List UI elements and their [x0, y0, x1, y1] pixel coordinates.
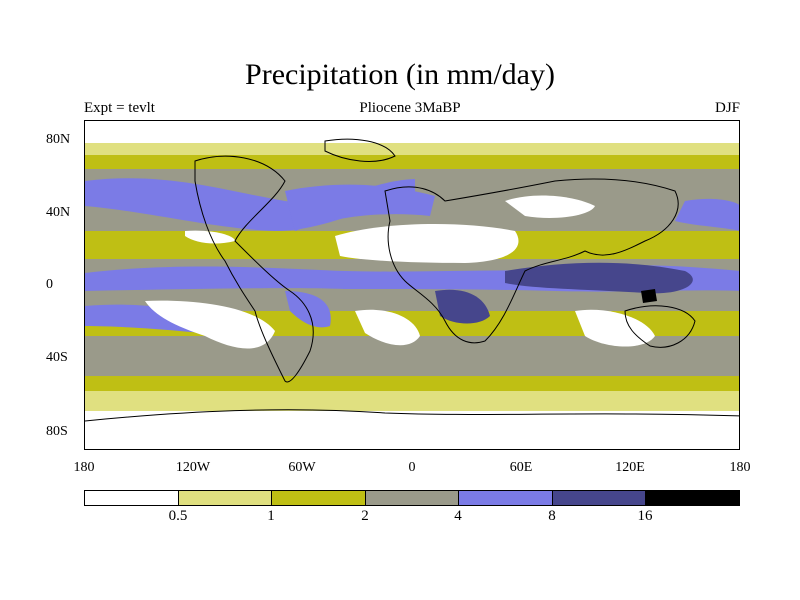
x-tick-60e: 60E: [509, 460, 533, 475]
map-title: Precipitation (in mm/day): [245, 58, 555, 91]
sahara-dry: [335, 224, 519, 263]
map-canvas: [85, 121, 739, 449]
colorbar-label-1: 1: [267, 508, 275, 524]
colorbar-label-0-5: 0.5: [168, 508, 188, 524]
x-tick-120e: 120E: [615, 460, 645, 475]
precipitation-map: [84, 120, 740, 450]
arctic-band-light: [85, 143, 739, 155]
y-tick-0: 0: [46, 277, 53, 292]
y-tick-40s: 40S: [46, 350, 68, 365]
x-tick-180w: 180: [73, 460, 95, 475]
nw-pacific-storm-track: [675, 198, 739, 231]
colorbar-swatch-3: [365, 491, 460, 505]
season-label: DJF: [714, 100, 740, 116]
y-tick-40n: 40N: [46, 205, 71, 220]
scenario-label: Pliocene 3MaBP: [359, 100, 461, 116]
colorbar-swatch-2: [272, 491, 366, 505]
colorbar-swatch-5: [552, 491, 647, 505]
colorbar-label-16: 16: [637, 508, 653, 524]
maritime-continent-max: [641, 289, 657, 303]
ne-pacific-dry: [185, 230, 235, 244]
x-tick-0: 0: [408, 460, 416, 475]
colorbar-label-4: 4: [454, 508, 462, 524]
colorbar-swatch-4: [459, 491, 553, 505]
arctic-band-olive: [85, 155, 739, 169]
southern-africa-rain: [435, 289, 490, 324]
arctic-dry: [85, 121, 739, 143]
colorbar: [84, 490, 740, 506]
indian-ocean-dry: [575, 309, 655, 347]
amazon-rain: [285, 291, 331, 328]
antarctic-band-light: [85, 391, 739, 411]
experiment-label: Expt = tevlt: [84, 100, 155, 116]
se-pacific-dry: [145, 300, 275, 349]
south-atlantic-dry: [355, 309, 420, 346]
antarctic-band-olive: [85, 376, 739, 391]
colorbar-label-8: 8: [548, 508, 556, 524]
colorbar-swatch-6: [646, 491, 740, 505]
colorbar-swatch-0: [85, 491, 179, 505]
nh-atlantic-storm-track: [285, 184, 435, 231]
antarctic-dry: [85, 411, 739, 449]
indo-pacific-max: [505, 262, 693, 294]
x-tick-60w: 60W: [288, 460, 316, 475]
colorbar-swatch-1: [178, 491, 273, 505]
y-tick-80n: 80N: [46, 132, 71, 147]
colorbar-label-2: 2: [361, 508, 369, 524]
central-asia-dry: [505, 195, 595, 218]
coastlines: [85, 138, 739, 422]
y-tick-80s: 80S: [46, 424, 68, 439]
x-tick-120w: 120W: [175, 460, 211, 475]
x-tick-180e: 180: [729, 460, 751, 475]
